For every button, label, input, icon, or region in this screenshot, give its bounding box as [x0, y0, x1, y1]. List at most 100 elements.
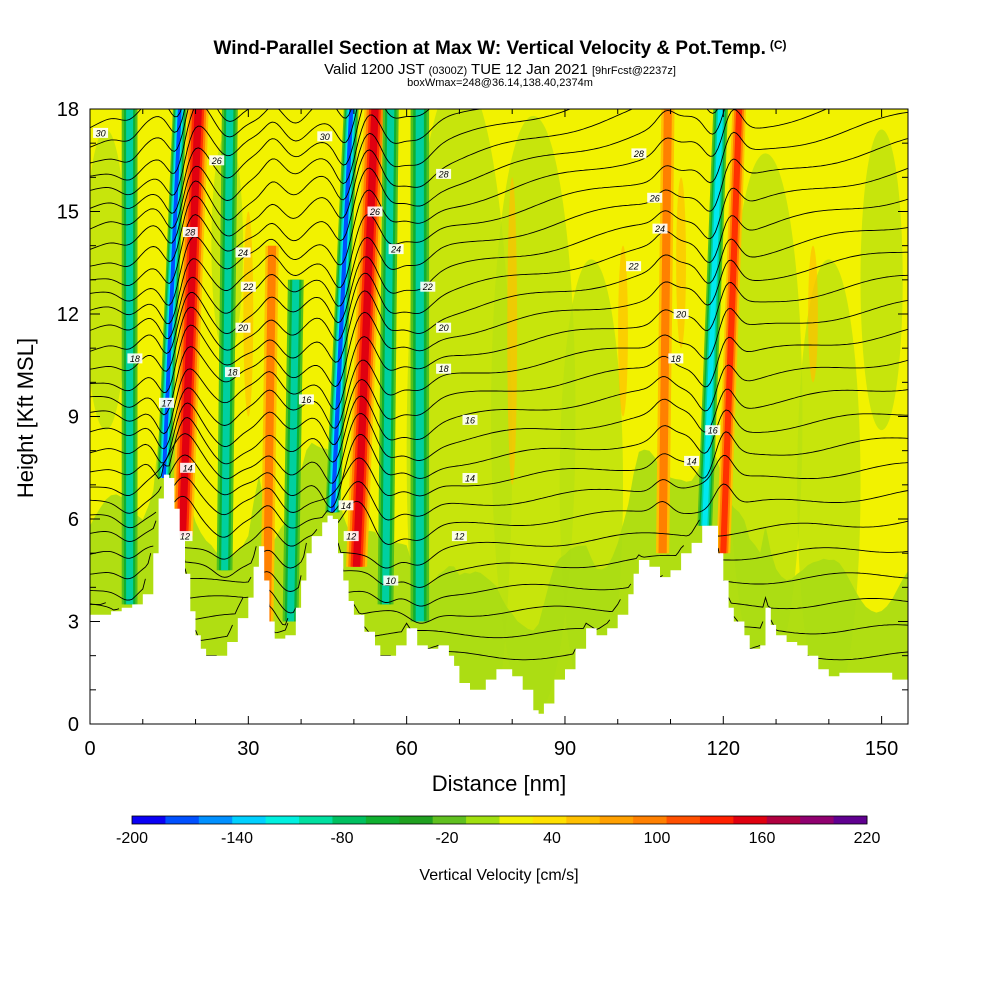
isentrope-line	[90, 519, 908, 580]
updraft-band	[352, 109, 379, 567]
contour-label: 12	[451, 531, 467, 542]
y-tick-label: 15	[57, 202, 79, 224]
isentrope-line	[90, 572, 908, 614]
isentrope-line	[90, 109, 431, 214]
isentrope-line	[90, 227, 908, 394]
colorbar-tick-label: -140	[221, 830, 253, 847]
contour-label-bg	[225, 367, 240, 378]
contour-label-bg	[182, 227, 198, 237]
contour-label-bg	[462, 414, 478, 425]
colorbar-tick-label: 100	[644, 830, 671, 847]
contour-label-text: 12	[454, 532, 464, 542]
isentrope-line	[90, 198, 908, 372]
y-axis: 0 3 6 9 12 15 18	[57, 99, 908, 736]
y-tick-label: 6	[68, 509, 79, 531]
isentrope-line	[90, 299, 908, 450]
downdraft-band	[702, 109, 724, 526]
isentrope-line	[195, 616, 908, 641]
contour-label-bg	[462, 473, 478, 483]
isentrope-line	[90, 109, 572, 250]
isentrope-line	[90, 409, 908, 514]
contour-label-text: 28	[633, 149, 644, 159]
contour-label-bg	[388, 244, 404, 255]
contour-label: 20	[235, 322, 251, 333]
contour-label-text: 10	[386, 576, 396, 586]
x-tick-label: 120	[707, 738, 740, 760]
terrain-fill	[90, 474, 908, 724]
isentrope-line	[90, 545, 908, 601]
y-tick-label: 18	[57, 99, 79, 121]
valid-date: TUE 12 Jan 2021	[471, 61, 588, 78]
contour-label-bg	[436, 363, 452, 374]
contour-label-bg	[673, 309, 689, 319]
x-tick-label: 0	[84, 738, 95, 760]
colorbar-title: Vertical Velocity [cm/s]	[419, 867, 578, 884]
contour-label-text: 14	[341, 501, 351, 511]
updraft-band	[178, 109, 202, 537]
contour-label-text: 22	[422, 282, 433, 292]
contour-label: 12	[177, 531, 193, 542]
isentrope-line	[90, 111, 908, 325]
contour-label-text: 22	[242, 282, 253, 292]
contour-label: 18	[436, 363, 452, 374]
contour-label-text: 17	[161, 398, 172, 408]
copyright-mark: (C)	[769, 38, 787, 52]
contour-label-bg	[298, 394, 314, 405]
colorbar-swatch	[566, 816, 601, 824]
contour-label: 14	[180, 462, 196, 473]
chart-subtitle: Valid 1200 JST (0300Z) TUE 12 Jan 2021 […	[0, 61, 1000, 78]
isentrope-line	[90, 109, 726, 287]
contour-label-bg	[177, 531, 193, 542]
contour-label: 22	[240, 281, 256, 292]
contour-label-text: 12	[346, 532, 356, 542]
y-tick-label: 3	[68, 612, 79, 634]
colorbar-swatch	[766, 816, 801, 824]
terrain-mask	[90, 474, 908, 724]
x-tick-label: 60	[396, 738, 418, 760]
colorbar-swatch	[499, 816, 534, 824]
contour-label: 17	[159, 397, 174, 408]
contour-label-text: 28	[438, 169, 449, 179]
colorbar: -200 -140 -80 -20 40 100 160 220	[116, 815, 880, 847]
contour-label: 22	[626, 261, 642, 272]
contour-label-text: 30	[96, 128, 106, 138]
contour-label-bg	[240, 281, 256, 292]
box-info: boxWmax=248@36.14,138.40,2374m	[407, 77, 593, 89]
contour-label-text: 30	[320, 132, 330, 142]
isentrope-line	[90, 109, 352, 181]
isentrope-line	[90, 431, 908, 529]
isentrope-line	[90, 590, 908, 626]
isentrope-line	[90, 388, 908, 496]
contour-label: 24	[388, 244, 404, 255]
downdraft-band	[221, 109, 234, 571]
contour-label-bg	[127, 353, 143, 364]
contour-label: 18	[225, 367, 240, 378]
contour-label: 22	[420, 281, 436, 292]
colorbar-swatch	[232, 816, 267, 824]
colorbar-swatch	[265, 816, 300, 824]
isentrope-line	[90, 455, 908, 543]
isentrope-line	[90, 251, 908, 416]
contour-label-bg	[180, 462, 196, 473]
contour-label-bg	[420, 281, 436, 292]
contour-label-bg	[383, 575, 399, 586]
contour-label: 28	[182, 227, 198, 238]
colorbar-swatch	[666, 816, 701, 824]
colorbar-tick-label: -20	[435, 830, 458, 847]
updraft-band	[262, 245, 277, 629]
contour-label: 16	[462, 414, 478, 425]
isentrope-line	[90, 167, 908, 355]
colorbar-swatch	[132, 816, 166, 824]
colorbar-swatch	[466, 816, 500, 824]
downdraft-band	[382, 109, 395, 605]
updraft-streak	[676, 177, 686, 349]
contour-label: 20	[436, 322, 452, 333]
forecast-info: [9hrFcst@2237z]	[591, 65, 676, 77]
contour-label: 16	[705, 425, 721, 436]
contour-label-text: 20	[438, 323, 449, 333]
contour-label-bg	[436, 322, 452, 333]
contour-label: 28	[436, 168, 452, 179]
x-tick-label: 30	[237, 738, 259, 760]
contour-label: 24	[652, 223, 668, 234]
isentrope-line	[90, 109, 358, 196]
